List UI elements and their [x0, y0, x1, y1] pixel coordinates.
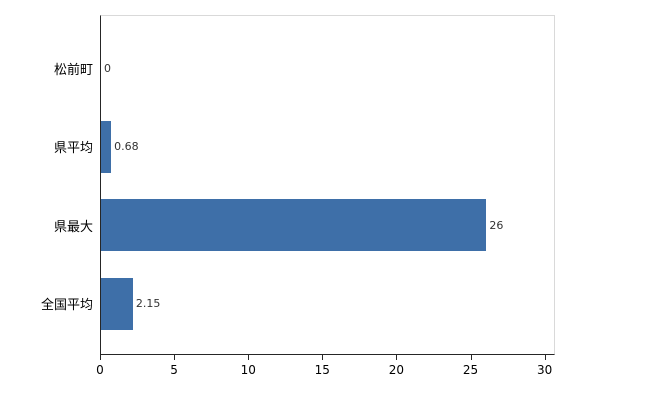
x-tick-mark — [544, 355, 546, 360]
x-tick-label: 20 — [388, 363, 405, 377]
value-label: 2.15 — [135, 297, 161, 311]
category-label: 県平均 — [53, 141, 93, 157]
category-label: 県最大 — [53, 219, 93, 235]
bar-rows: 松前町 0 県平均 0.68 県最大 26 全国平均 2.15 — [41, 16, 554, 354]
x-tick-mark — [100, 355, 101, 360]
x-tick-mark — [174, 355, 176, 360]
value-label: 0 — [104, 61, 111, 75]
x-tick-label: 25 — [462, 363, 479, 377]
x-tick-mark — [248, 355, 250, 360]
x-tick-label: 10 — [240, 363, 256, 377]
bar-row: 県平均 0.68 — [54, 120, 554, 173]
bar — [101, 199, 487, 252]
bar-row: 松前町 0 — [54, 42, 554, 94]
value-label: 0.68 — [114, 140, 139, 154]
bar-row: 全国平均 2.15 — [41, 277, 554, 330]
x-tick-label: 15 — [314, 363, 330, 377]
x-tick-label: 0 — [96, 363, 104, 377]
plot-area: 松前町 0 県平均 0.68 県最大 26 全国平均 2.15 — [41, 15, 555, 355]
x-tick-mark — [470, 355, 472, 360]
bar-row: 県最大 26 — [54, 199, 554, 252]
bar — [101, 277, 133, 330]
value-label: 26 — [489, 218, 504, 232]
category-label: 松前町 — [53, 62, 93, 78]
x-tick-label: 30 — [536, 363, 553, 377]
category-label: 全国平均 — [40, 298, 93, 314]
x-tick-mark — [396, 355, 398, 360]
x-tick-mark — [322, 355, 324, 360]
bar — [101, 120, 112, 173]
x-tick-label: 5 — [170, 363, 178, 377]
